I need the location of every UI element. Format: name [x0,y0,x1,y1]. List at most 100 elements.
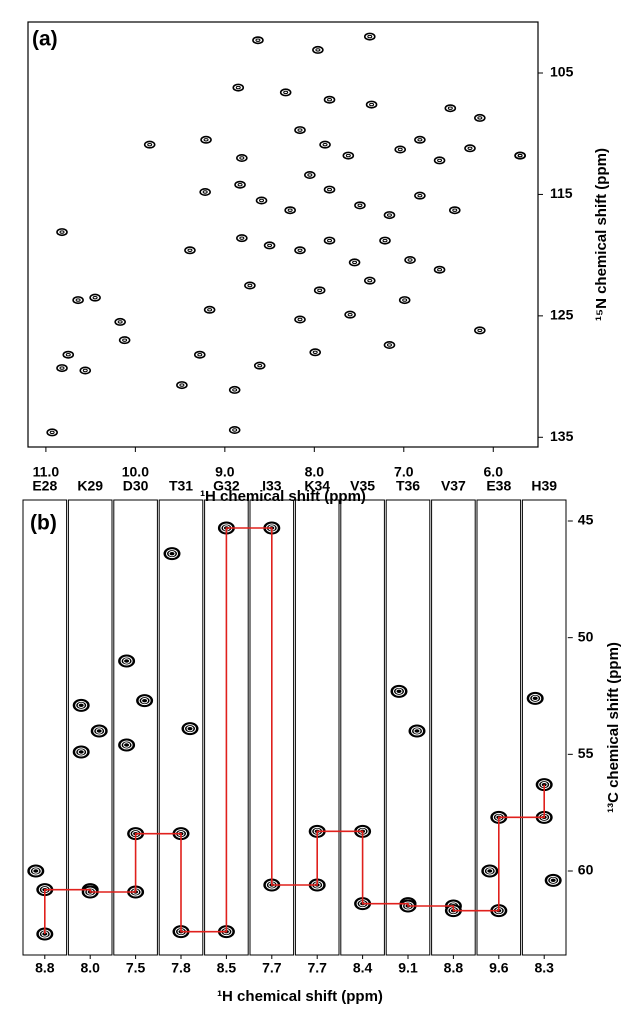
peak [114,317,126,326]
peak-contour [474,113,486,122]
peak [383,211,396,220]
peak [72,745,90,759]
peak [394,145,407,154]
peak-contour [411,726,423,736]
peak-contour [383,340,396,349]
peak [284,206,296,215]
peak-contour [232,83,245,92]
x-tick-label: 7.5 [126,960,146,976]
peak-contour [252,36,264,45]
peak [118,654,136,668]
peak [383,340,396,349]
peak-contour [294,315,306,324]
strip-label: I33 [262,478,282,494]
peak-core [203,138,209,142]
peak-contour [313,286,326,295]
peak [342,151,355,160]
peak-core [402,298,408,302]
x-tick-label: 8.0 [305,464,325,480]
peak-contour [236,154,248,163]
peak [72,296,84,305]
peak [344,310,356,319]
y-axis-label: ¹⁵N chemical shift (ppm) [593,148,610,321]
peak-contour [62,350,75,359]
peak-contour [404,255,416,264]
peak [263,241,276,250]
x-tick-label: 8.4 [353,960,373,976]
peak-core [452,208,458,212]
peak-contour [77,702,85,709]
peak-contour [323,95,336,104]
peak-core [207,308,213,312]
peak-contour [89,293,101,302]
peak [203,305,216,314]
peak [390,684,408,698]
peak [444,104,457,113]
peak [228,425,241,434]
peak [118,336,131,345]
peak-contour [514,151,526,160]
peak [363,32,376,41]
peak-contour [75,700,88,710]
peak-core [202,190,208,194]
peak-contour [118,336,131,345]
peak [408,724,426,738]
strip-label: E28 [32,478,57,494]
peak-contour [486,868,494,874]
peak-contour [168,550,176,557]
peak-contour [344,310,356,319]
strip-label: V37 [441,478,466,494]
y-axis-label: ¹³C chemical shift (ppm) [605,642,622,813]
y-tick-label: 50 [578,628,594,644]
peak-contour [184,246,196,255]
peak-core [345,153,351,158]
peak-contour [123,658,131,664]
peak-contour [309,348,322,357]
peak-core [467,146,473,150]
x-tick-label: 9.0 [215,464,235,480]
peak [90,724,108,738]
peak [363,276,376,285]
peak-contour [529,693,542,703]
peak [544,873,562,887]
x-tick-label: 6.0 [484,464,504,480]
peak-core [49,430,55,435]
peak-core [237,183,243,187]
peak-core [257,363,263,368]
peak-contour [166,549,178,559]
peak-core [255,38,261,42]
peak-contour [395,688,403,695]
panel-label: (b) [30,512,57,535]
strip-label: T36 [396,478,420,494]
x-tick-label: 7.7 [262,960,282,976]
peak [348,258,361,267]
peak-contour [365,100,378,109]
peak-core [322,142,328,147]
peak-contour [413,728,421,734]
peak-contour [398,296,411,305]
y-tick-label: 45 [578,512,594,528]
peak-contour [138,696,151,706]
peak [72,698,90,712]
peak-core [197,353,203,357]
peak-contour [444,104,457,113]
peak-core [327,238,333,243]
peak-contour [199,188,211,197]
peak [474,113,486,122]
peak [526,691,544,705]
peak-contour [141,697,149,704]
peak-contour [323,236,336,245]
peak-core [117,320,123,324]
x-tick-label: 8.8 [444,960,464,976]
peak [323,95,336,104]
peak [136,694,154,708]
peak-core [239,236,245,240]
peak [474,326,486,335]
peak-contour [284,206,296,215]
peak-contour [531,695,539,702]
peak [234,180,246,189]
peak-contour [72,296,84,305]
x-tick-label: 10.0 [122,464,149,480]
peak-contour [184,724,196,734]
